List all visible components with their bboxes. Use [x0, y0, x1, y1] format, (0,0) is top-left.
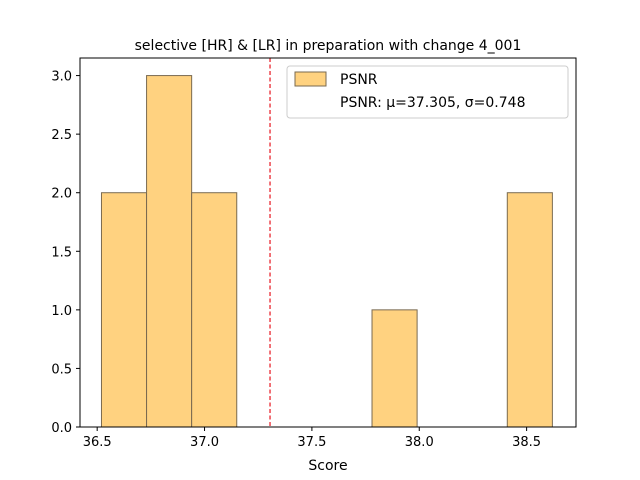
histogram-bar-2 — [146, 75, 193, 428]
x-tick-label: 37.0 — [190, 435, 219, 450]
x-tick-label: 38.5 — [512, 435, 541, 450]
histogram-bar-10 — [506, 192, 553, 428]
axes-group — [79, 57, 577, 428]
y-tick-label: 3.0 — [51, 70, 72, 85]
histogram-bar-7 — [371, 309, 418, 428]
histogram-bar-1 — [100, 192, 148, 428]
x-ticks: 36.5 37.0 37.5 38.0 38.5 — [83, 427, 541, 450]
chart-title: selective [HR] & [LR] in preparation wit… — [135, 38, 522, 54]
y-ticks: 0.0 0.5 1.0 1.5 2.0 2.5 3.0 — [51, 70, 80, 436]
legend-box — [286, 65, 569, 119]
y-tick-label: 0.0 — [51, 421, 72, 436]
legend: PSNR PSNR: μ=37.305, σ=0.748 — [286, 65, 569, 119]
y-tick-label: 0.5 — [51, 362, 72, 377]
legend-label-psnr: PSNR — [340, 72, 378, 88]
y-tick-label: 1.0 — [51, 304, 72, 319]
y-tick-label: 2.5 — [51, 128, 72, 143]
legend-label-stats: PSNR: μ=37.305, σ=0.748 — [340, 95, 525, 111]
x-tick-label: 36.5 — [83, 435, 112, 450]
x-axis-label: Score — [308, 458, 347, 474]
y-tick-label: 1.5 — [51, 245, 72, 260]
x-tick-label: 37.5 — [297, 435, 326, 450]
y-tick-label: 2.0 — [51, 187, 72, 202]
bars-group — [100, 75, 553, 428]
x-tick-label: 38.0 — [405, 435, 434, 450]
legend-swatch-psnr — [294, 71, 327, 87]
histogram-bar-3 — [191, 192, 238, 428]
axes-frame — [79, 57, 577, 428]
